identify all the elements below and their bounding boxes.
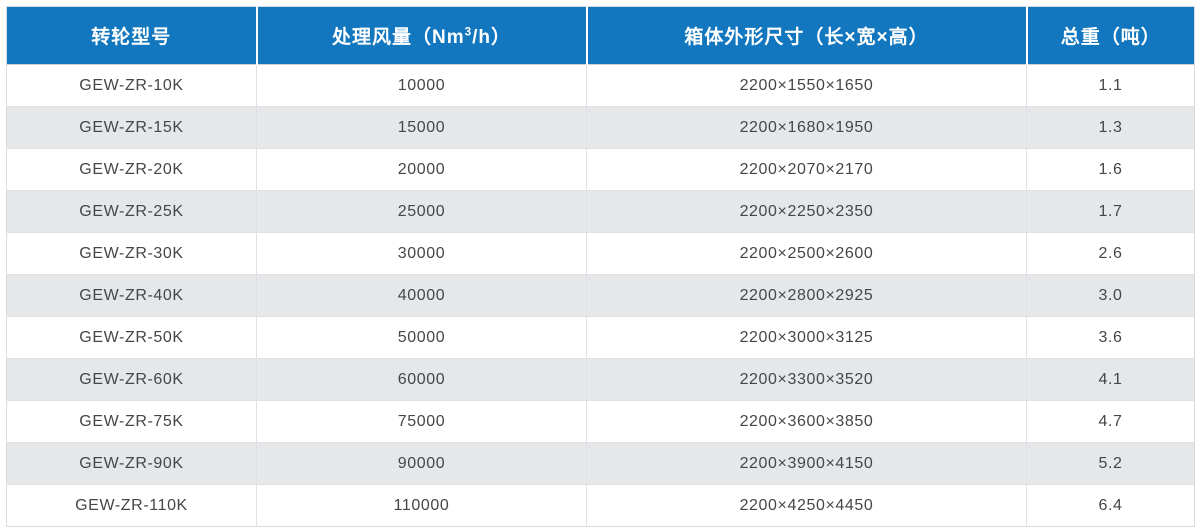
cell-model: GEW-ZR-110K	[6, 484, 257, 527]
cell-model: GEW-ZR-15K	[6, 106, 257, 149]
cell-dimensions: 2200×1550×1650	[586, 64, 1027, 107]
table-row: GEW-ZR-90K 90000 2200×3900×4150 5.2	[6, 442, 1195, 485]
cell-dimensions: 2200×3000×3125	[586, 316, 1027, 359]
cell-dimensions: 2200×2250×2350	[586, 190, 1027, 233]
table-row: GEW-ZR-50K 50000 2200×3000×3125 3.6	[6, 316, 1195, 359]
table-row: GEW-ZR-15K 15000 2200×1680×1950 1.3	[6, 106, 1195, 149]
cell-model: GEW-ZR-50K	[6, 316, 257, 359]
column-header-airflow: 处理风量（Nm3/h）	[256, 6, 588, 65]
column-header-airflow-tail: /h）	[472, 27, 512, 48]
cell-model: GEW-ZR-10K	[6, 64, 257, 107]
cell-airflow: 50000	[256, 316, 587, 359]
column-header-airflow-main: 处理风量（Nm	[331, 27, 465, 48]
table-body: GEW-ZR-10K 10000 2200×1550×1650 1.1 GEW-ZR-1…	[6, 64, 1195, 527]
cell-model: GEW-ZR-20K	[6, 148, 257, 191]
cell-dimensions: 2200×3600×3850	[586, 400, 1027, 443]
cell-dimensions: 2200×2800×2925	[586, 274, 1027, 317]
cell-weight: 5.2	[1026, 442, 1195, 485]
column-header-model: 转轮型号	[6, 6, 258, 65]
cell-weight: 3.6	[1026, 316, 1195, 359]
cell-airflow: 25000	[256, 190, 587, 233]
column-header-weight: 总重（吨）	[1026, 6, 1195, 65]
cell-airflow: 110000	[256, 484, 587, 527]
cell-airflow: 10000	[256, 64, 587, 107]
cell-model: GEW-ZR-60K	[6, 358, 257, 401]
cell-airflow: 90000	[256, 442, 587, 485]
cell-model: GEW-ZR-30K	[6, 232, 257, 275]
cell-dimensions: 2200×3900×4150	[586, 442, 1027, 485]
cell-model: GEW-ZR-40K	[6, 274, 257, 317]
cell-airflow: 15000	[256, 106, 587, 149]
column-header-dimensions: 箱体外形尺寸（长×宽×高）	[586, 6, 1028, 65]
cell-weight: 1.6	[1026, 148, 1195, 191]
cell-dimensions: 2200×4250×4450	[586, 484, 1027, 527]
table-row: GEW-ZR-30K 30000 2200×2500×2600 2.6	[6, 232, 1195, 275]
cell-weight: 2.6	[1026, 232, 1195, 275]
cell-dimensions: 2200×2500×2600	[586, 232, 1027, 275]
cell-dimensions: 2200×2070×2170	[586, 148, 1027, 191]
table-row: GEW-ZR-60K 60000 2200×3300×3520 4.1	[6, 358, 1195, 401]
cell-airflow: 60000	[256, 358, 587, 401]
cell-weight: 1.7	[1026, 190, 1195, 233]
cell-airflow: 40000	[256, 274, 587, 317]
table-row: GEW-ZR-20K 20000 2200×2070×2170 1.6	[6, 148, 1195, 191]
table-header-row: 转轮型号 处理风量（Nm3/h） 箱体外形尺寸（长×宽×高） 总重（吨）	[6, 6, 1195, 65]
cell-model: GEW-ZR-90K	[6, 442, 257, 485]
table-row: GEW-ZR-110K 110000 2200×4250×4450 6.4	[6, 484, 1195, 527]
cell-model: GEW-ZR-25K	[6, 190, 257, 233]
cell-weight: 4.1	[1026, 358, 1195, 401]
cell-dimensions: 2200×3300×3520	[586, 358, 1027, 401]
cell-weight: 6.4	[1026, 484, 1195, 527]
rotor-specification-table: 转轮型号 处理风量（Nm3/h） 箱体外形尺寸（长×宽×高） 总重（吨） GEW…	[6, 6, 1195, 527]
cell-weight: 4.7	[1026, 400, 1195, 443]
table-row: GEW-ZR-75K 75000 2200×3600×3850 4.7	[6, 400, 1195, 443]
cell-weight: 3.0	[1026, 274, 1195, 317]
column-header-airflow-superscript: 3	[464, 25, 473, 39]
cell-dimensions: 2200×1680×1950	[586, 106, 1027, 149]
cell-airflow: 20000	[256, 148, 587, 191]
cell-weight: 1.3	[1026, 106, 1195, 149]
cell-weight: 1.1	[1026, 64, 1195, 107]
table-row: GEW-ZR-25K 25000 2200×2250×2350 1.7	[6, 190, 1195, 233]
cell-model: GEW-ZR-75K	[6, 400, 257, 443]
table-header: 转轮型号 处理风量（Nm3/h） 箱体外形尺寸（长×宽×高） 总重（吨）	[6, 6, 1195, 65]
table-row: GEW-ZR-10K 10000 2200×1550×1650 1.1	[6, 64, 1195, 107]
table-row: GEW-ZR-40K 40000 2200×2800×2925 3.0	[6, 274, 1195, 317]
cell-airflow: 75000	[256, 400, 587, 443]
cell-airflow: 30000	[256, 232, 587, 275]
